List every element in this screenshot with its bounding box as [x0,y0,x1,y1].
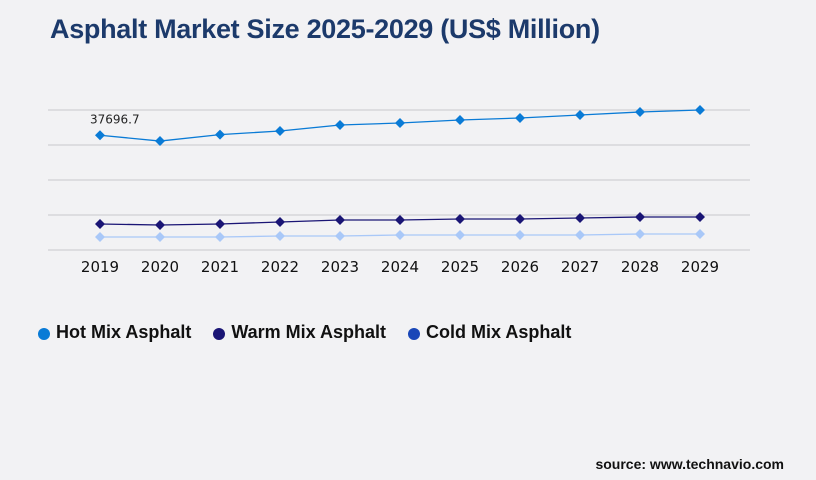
data-point [215,232,225,243]
x-tick-label: 2026 [501,258,539,276]
legend-item: Cold Mix Asphalt [408,322,571,343]
x-tick-label: 2019 [81,258,119,276]
x-tick-label: 2029 [681,258,719,276]
data-label: 37696.7 [90,112,140,126]
data-point [215,129,225,140]
data-point [575,109,585,120]
data-point [215,219,225,230]
data-point [515,113,525,124]
data-point [455,213,465,224]
x-tick-label: 2020 [141,258,179,276]
data-point [95,130,105,141]
chart-title: Asphalt Market Size 2025-2029 (US$ Milli… [50,14,600,44]
data-point [695,212,705,223]
data-point [95,219,105,230]
legend-marker-icon [213,328,226,340]
legend-item: Hot Mix Asphalt [38,322,191,343]
data-point [395,214,405,225]
data-point [395,117,405,128]
data-point [635,107,645,118]
data-point [335,214,345,225]
data-point [515,229,525,240]
data-point [335,120,345,131]
legend-marker-icon [408,328,421,340]
source-text: source: www.technavio.com [595,456,784,472]
data-point [695,105,705,115]
data-point [395,229,405,240]
data-point [155,136,165,147]
legend-item: Warm Mix Asphalt [213,322,386,343]
data-point [635,228,645,239]
x-tick-label: 2023 [321,258,359,276]
x-tick-label: 2025 [441,258,479,276]
data-point [575,229,585,240]
data-point [275,126,285,136]
data-point [455,229,465,240]
data-point [635,212,645,223]
data-point [335,231,345,241]
legend-marker-icon [38,328,50,340]
data-point [275,231,285,241]
x-tick-label: 2027 [561,258,599,276]
data-point [575,213,585,224]
x-tick-label: 2022 [261,258,299,276]
data-point [95,232,105,243]
x-tick-label: 2028 [621,258,659,276]
legend-label: Hot Mix Asphalt [56,322,192,342]
x-tick-label: 2021 [201,258,239,276]
data-point [515,213,525,224]
legend-label: Cold Mix Asphalt [426,322,572,342]
data-point [695,228,705,239]
data-point [155,232,165,243]
x-tick-label: 2024 [381,258,419,276]
data-point [275,217,285,227]
legend: Hot Mix Asphalt Warm Mix Asphalt Cold Mix … [38,322,571,343]
data-point [455,115,465,126]
legend-label: Warm Mix Asphalt [231,322,387,342]
data-point [155,220,165,231]
